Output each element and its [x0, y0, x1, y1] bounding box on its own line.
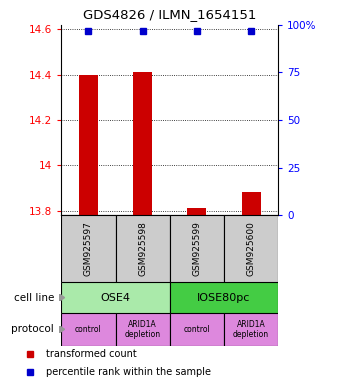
FancyBboxPatch shape	[61, 282, 170, 313]
Bar	[187, 208, 206, 215]
Text: protocol: protocol	[12, 324, 54, 334]
Text: transformed count: transformed count	[47, 349, 137, 359]
FancyBboxPatch shape	[61, 313, 116, 346]
Bar	[133, 73, 152, 215]
Text: ARID1A
depletion: ARID1A depletion	[125, 319, 161, 339]
FancyBboxPatch shape	[170, 282, 278, 313]
FancyBboxPatch shape	[116, 313, 170, 346]
Polygon shape	[60, 326, 64, 333]
Text: GSM925597: GSM925597	[84, 221, 93, 276]
Bar	[79, 75, 98, 215]
Text: control: control	[183, 325, 210, 334]
Text: percentile rank within the sample: percentile rank within the sample	[47, 366, 211, 377]
Text: GSM925598: GSM925598	[138, 221, 147, 276]
Text: OSE4: OSE4	[100, 293, 131, 303]
Title: GDS4826 / ILMN_1654151: GDS4826 / ILMN_1654151	[83, 8, 257, 21]
FancyBboxPatch shape	[116, 215, 170, 282]
FancyBboxPatch shape	[224, 313, 278, 346]
FancyBboxPatch shape	[170, 215, 224, 282]
Text: ARID1A
depletion: ARID1A depletion	[233, 319, 269, 339]
FancyBboxPatch shape	[224, 215, 278, 282]
Text: control: control	[75, 325, 102, 334]
Text: GSM925599: GSM925599	[193, 221, 201, 276]
FancyBboxPatch shape	[170, 313, 224, 346]
Polygon shape	[60, 294, 64, 301]
Text: GSM925600: GSM925600	[247, 221, 256, 276]
FancyBboxPatch shape	[61, 215, 116, 282]
Text: cell line: cell line	[14, 293, 54, 303]
Text: IOSE80pc: IOSE80pc	[197, 293, 251, 303]
Bar	[241, 192, 261, 215]
